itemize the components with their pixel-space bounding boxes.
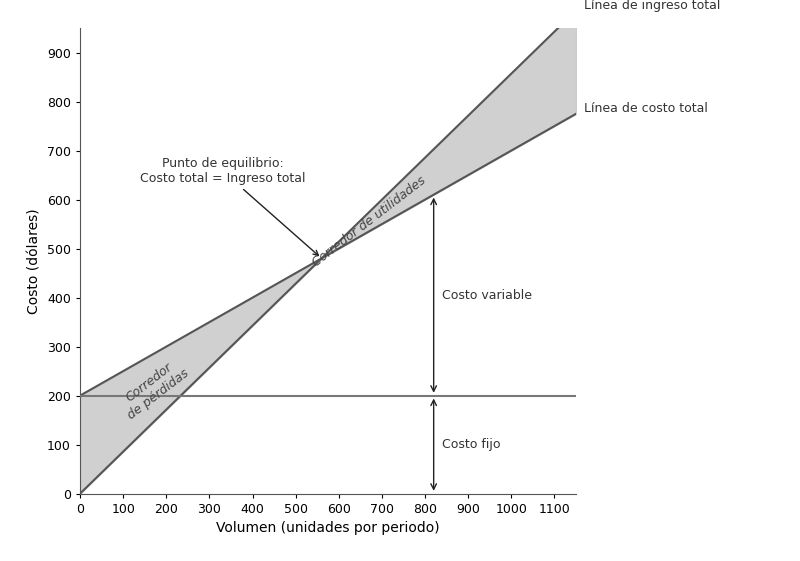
Text: Costo fijo: Costo fijo — [442, 438, 501, 451]
Text: Línea de costo total: Línea de costo total — [584, 102, 708, 114]
Y-axis label: Costo (dólares): Costo (dólares) — [27, 208, 42, 314]
X-axis label: Volumen (unidades por periodo): Volumen (unidades por periodo) — [216, 521, 440, 535]
Text: Punto de equilibrio:
Costo total = Ingreso total: Punto de equilibrio: Costo total = Ingre… — [140, 157, 318, 255]
Text: Costo variable: Costo variable — [442, 289, 532, 302]
Text: Línea de ingreso total: Línea de ingreso total — [584, 0, 720, 12]
Text: Corredor de utilidades: Corredor de utilidades — [310, 174, 428, 270]
Text: Corredor
de pérdidas: Corredor de pérdidas — [115, 355, 191, 422]
